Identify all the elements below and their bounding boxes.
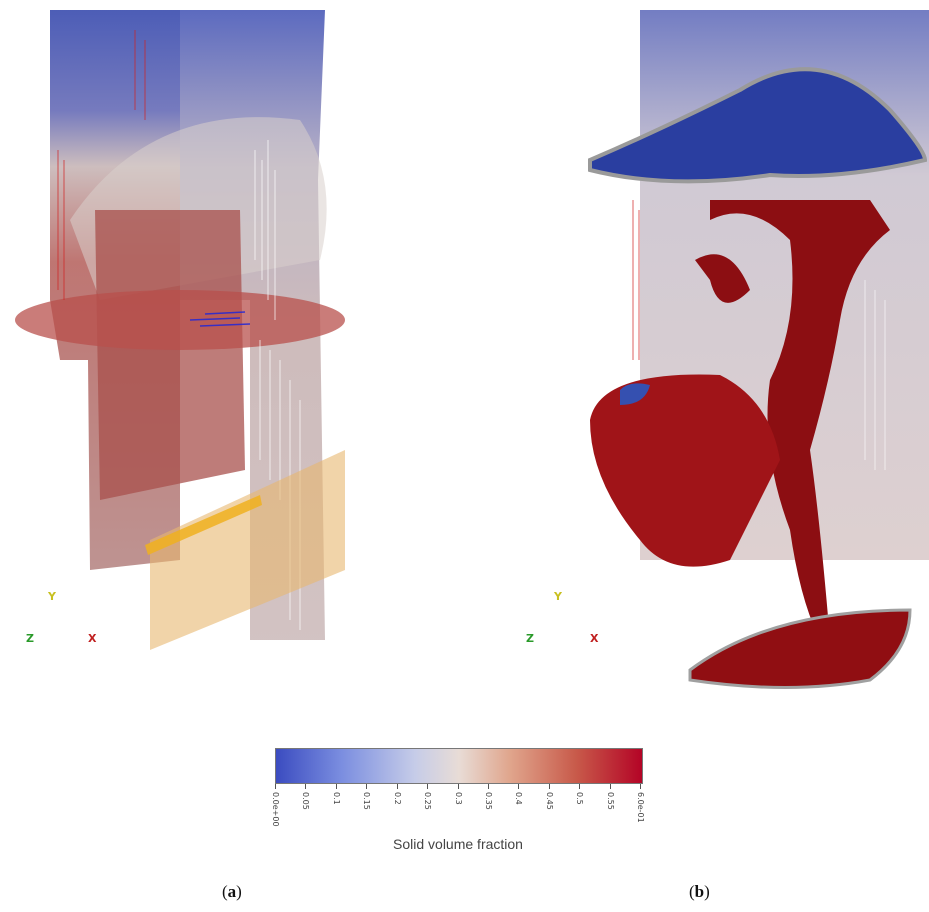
colorbar-gradient [275, 748, 643, 784]
colorbar-tick [427, 784, 428, 789]
colorbar-tick [275, 784, 276, 789]
velocity-vectors-red [57, 30, 146, 300]
bottom-plate [688, 608, 912, 689]
axis-x-label: X [590, 632, 599, 645]
colorbar-tick-label: 0.55 [606, 792, 615, 810]
velocity-vectors-red [632, 200, 640, 360]
colorbar-tick-label: 0.5 [575, 792, 584, 805]
colorbar-tick-label: 0.3 [454, 792, 463, 805]
yellow-slice-edge [145, 495, 262, 555]
horizontal-plate [15, 290, 345, 350]
colorbar-tick [610, 784, 611, 789]
colorbar-tick [336, 784, 337, 789]
velocity-vectors-blue [189, 311, 251, 327]
colorbar-tick-label: 0.0e+00 [271, 792, 280, 827]
colorbar-tick [366, 784, 367, 789]
colorbar-tick [549, 784, 550, 789]
colorbar-tick [579, 784, 580, 789]
panel-b-visualization: Y Z X [470, 0, 929, 720]
panel-a-visualization: Y Z X [0, 0, 460, 720]
axis-x-label: X [88, 632, 97, 645]
colorbar-tick-label: 0.4 [514, 792, 523, 805]
colorbar-legend: 0.0e+00 0.05 0.1 0.15 0.2 0.25 0.3 0.35 0.4 0.45 0… [271, 748, 645, 858]
colorbar-tick [640, 784, 641, 789]
colorbar-title: Solid volume fraction [393, 836, 523, 852]
blue-pocket [620, 383, 650, 405]
lower-plate [590, 374, 780, 567]
bubble-cap [588, 67, 928, 184]
colorbar-tick-label: 0.45 [545, 792, 554, 810]
colorbar-tick-label: 0.1 [332, 792, 341, 805]
axis-y-label: Y [48, 590, 56, 603]
colorbar-tick-label: 0.35 [484, 792, 493, 810]
colorbar-tick [488, 784, 489, 789]
axis-z-label: Z [526, 632, 534, 645]
colorbar-tick-label: 0.05 [301, 792, 310, 810]
panel-a-render [15, 10, 345, 650]
caption-b: (b) [689, 882, 710, 901]
velocity-vectors [864, 280, 886, 470]
colorbar-tick [518, 784, 519, 789]
axis-y-label: Y [554, 590, 562, 603]
colorbar-tick [397, 784, 398, 789]
colorbar-tick [305, 784, 306, 789]
dense-region [95, 210, 245, 500]
colorbar-tick [458, 784, 459, 789]
solid-plume [710, 200, 890, 640]
yellow-slice [150, 450, 345, 650]
colorbar-tick-label: 0.2 [393, 792, 402, 805]
axis-z-label: Z [26, 632, 34, 645]
colorbar-tick-label: 0.25 [423, 792, 432, 810]
panel-b-render [588, 10, 929, 689]
colorbar-tick-label: 6.0e-01 [636, 792, 645, 823]
caption-a: (a) [222, 882, 242, 901]
colorbar-tick-label: 0.15 [362, 792, 371, 810]
solid-branch [695, 254, 750, 303]
